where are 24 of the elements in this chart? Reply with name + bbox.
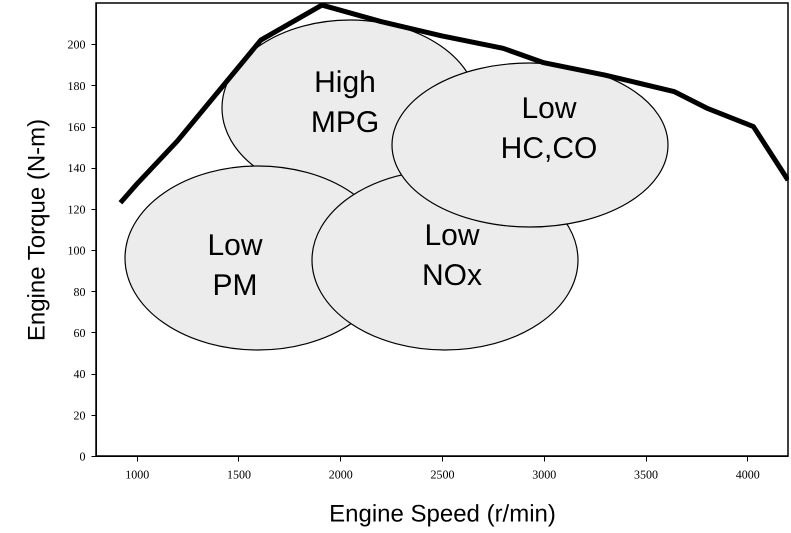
annotation: Low PM (207, 229, 263, 302)
y-tick-label: 20 (74, 408, 86, 422)
y-tick-label: 200 (68, 38, 86, 52)
y-axis-title: Engine Torque (N-m) (24, 118, 50, 342)
x-tick-label: 2500 (430, 468, 454, 482)
y-tick-label: 60 (74, 326, 86, 340)
x-tick-label: 1000 (125, 468, 150, 482)
y-tick-label: 160 (68, 120, 86, 134)
annotation: Low NOx (422, 219, 482, 292)
annotation: High MPG (310, 66, 380, 139)
x-tick-label: 3500 (634, 468, 658, 482)
y-tick-label: 0 (80, 450, 86, 464)
y-tick-label: 80 (74, 284, 86, 299)
y-tick-label: 140 (68, 161, 86, 176)
x-tick-label: 3000 (532, 468, 556, 482)
x-axis-title: Engine Speed (r/min) (329, 500, 556, 528)
y-tick-label: 180 (68, 78, 86, 93)
x-tick-label: 1500 (226, 468, 251, 482)
x-tick-label: 2000 (328, 468, 353, 482)
y-tick-label: 100 (68, 244, 86, 258)
y-tick-label: 40 (74, 367, 86, 382)
annotation: Low HC,CO (500, 92, 598, 165)
x-tick-label: 4000 (736, 468, 760, 482)
y-tick-label: 120 (68, 202, 86, 216)
